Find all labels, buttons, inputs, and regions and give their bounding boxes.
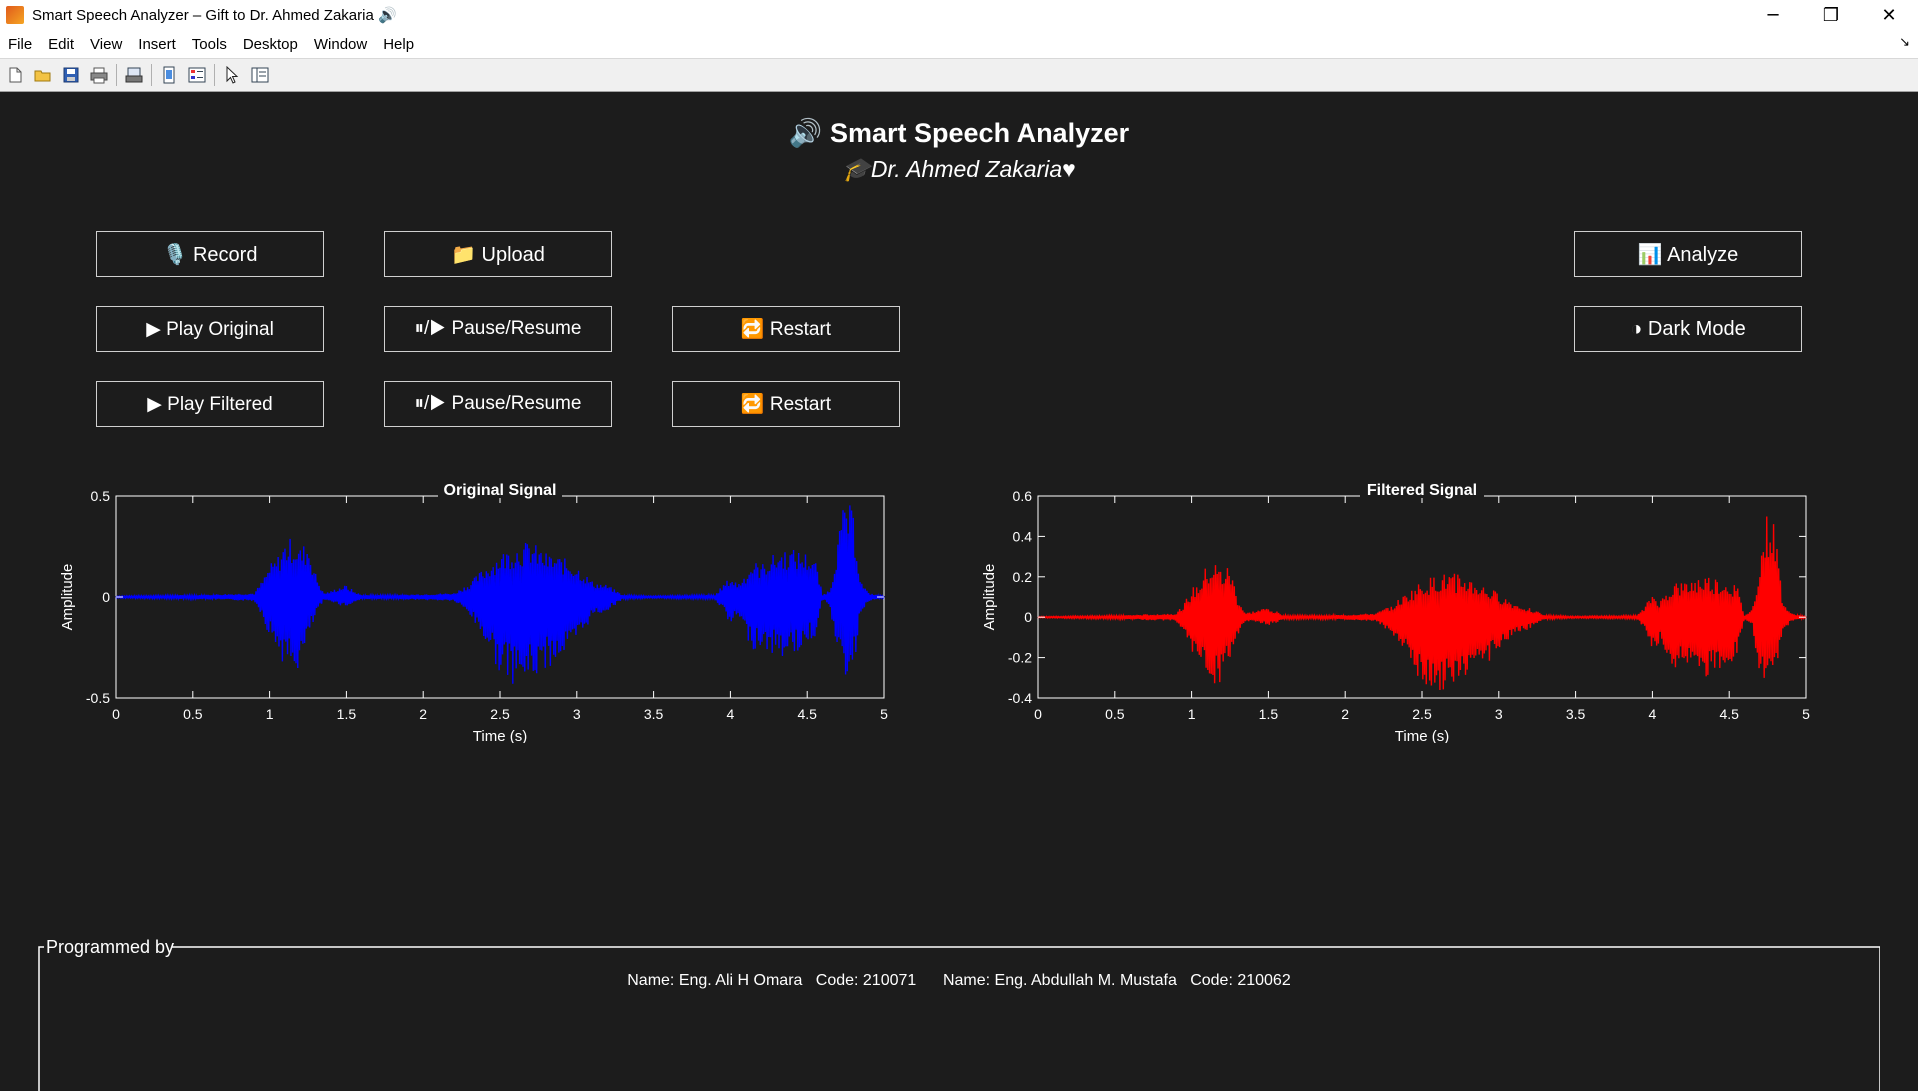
menu-tools[interactable]: Tools [191,35,227,53]
panel-legend: Programmed by [46,937,174,957]
x-tick-label: 1.5 [1259,706,1279,722]
x-tick-label: 3.5 [1566,706,1586,722]
upload-button[interactable]: 📁 Upload [384,231,612,277]
play-original-button[interactable]: ▶ Play Original [96,306,324,352]
y-tick-label: -0.5 [86,690,110,706]
toolbar-separator [116,64,117,86]
x-tick-label: 3.5 [644,706,664,722]
figure-canvas: 🔊 Smart Speech Analyzer 🎓Dr. Ahmed Zakar… [0,93,1918,1091]
filtered-signal-chart: 0 0.5 1 1.5 2 2.5 3 3.5 4 4.5 5 -0.4 -0.2 0 0.2 0.4 0.6 F… [981,482,1810,743]
dark-mode-button[interactable]: ◑ Dark Mode [1574,306,1802,352]
x-tick-label: 4 [727,706,735,722]
menu-edit[interactable]: Edit [48,35,75,53]
x-tick-label: 2 [419,706,427,722]
app-subtitle: 🎓Dr. Ahmed Zakaria♥ [842,156,1076,182]
matlab-app-icon [6,6,24,24]
menu-window[interactable]: Window [313,35,368,53]
toolbar-separator [214,64,215,86]
x-tick-label: 1 [1188,706,1196,722]
analyze-button[interactable]: 📊 Analyze [1574,231,1802,277]
y-axis-label: Amplitude [981,564,998,631]
open-folder-icon[interactable] [32,64,54,86]
close-button[interactable]: ✕ [1881,4,1897,26]
y-tick-label: -0.2 [1008,650,1032,666]
menu-help[interactable]: Help [383,35,415,53]
chart-title: Original Signal [444,482,557,499]
x-tick-label: 1 [266,706,274,722]
programmed-by-panel: Programmed by Name: Eng. Ali H Omara Cod… [38,937,1880,1091]
toolbar-separator [151,64,152,86]
x-tick-label: 0.5 [1105,706,1125,722]
record-button[interactable]: 🎙️ Record [96,231,324,277]
chart-title-bg [1360,482,1484,498]
y-tick-label: 0 [102,589,110,605]
restart-filtered-button[interactable]: 🔁 Restart [672,381,900,427]
y-tick-label: 0.2 [1013,569,1033,585]
x-tick-label: 3 [1495,706,1503,722]
x-tick-label: 0 [112,706,120,722]
x-tick-label: 0 [1034,706,1042,722]
x-tick-label: 0.5 [183,706,203,722]
print-preview-icon[interactable] [123,64,145,86]
new-file-icon[interactable] [4,64,26,86]
pause-resume-filtered-button[interactable]: ⏸/▶ Pause/Resume [384,381,612,427]
x-tick-label: 4.5 [1719,706,1739,722]
x-tick-label: 2 [1341,706,1349,722]
x-tick-label: 5 [1802,706,1810,722]
original-signal-chart: 0 0.5 1 1.5 2 2.5 3 3.5 4 4.5 5-0.500.5 Original Si… [59,482,888,743]
menu-view[interactable]: View [90,35,123,53]
menu-bar: File Edit View Insert Tools Desktop Wind… [0,30,1918,58]
dock-arrow-icon[interactable]: ↘ [1899,34,1910,49]
app-title: 🔊 Smart Speech Analyzer [788,118,1130,148]
y-tick-label: 0.4 [1013,528,1033,544]
x-tick-label: 4.5 [797,706,817,722]
y-axis-label: Amplitude [59,564,76,631]
y-tick-label: 0 [1024,609,1032,625]
signal-waveform [115,505,885,684]
x-tick-label: 5 [880,706,888,722]
save-icon[interactable] [60,64,82,86]
restart-original-button[interactable]: 🔁 Restart [672,306,900,352]
x-tick-label: 1.5 [337,706,357,722]
title-bar: Smart Speech Analyzer – Gift to Dr. Ahme… [0,0,1918,30]
signal-waveform [1037,516,1807,690]
y-tick-label: 0.5 [91,488,111,504]
menu-desktop[interactable]: Desktop [242,35,298,53]
menu-insert[interactable]: Insert [138,35,176,53]
y-tick-label: -0.4 [1008,690,1032,706]
y-tick-label: 0.6 [1013,488,1033,504]
print-icon[interactable] [88,64,110,86]
window-title: Smart Speech Analyzer – Gift to Dr. Ahme… [32,7,397,24]
x-axis-label: Time (s) [473,728,527,743]
credits-text: Name: Eng. Ali H Omara Code: 210071 Name… [627,972,1291,989]
pause-resume-original-button[interactable]: ⏸/▶ Pause/Resume [384,306,612,352]
x-axis-label: Time (s) [1395,728,1449,743]
x-tick-label: 2.5 [1412,706,1432,722]
restore-button[interactable]: ❐ [1822,4,1840,26]
toolbar [0,58,1918,92]
minimize-button[interactable]: ─ [1767,4,1779,26]
menu-file[interactable]: File [8,35,33,53]
x-tick-label: 2.5 [490,706,510,722]
property-inspector-icon[interactable] [249,64,271,86]
x-tick-label: 4 [1649,706,1657,722]
link-plot-icon[interactable] [158,64,180,86]
pointer-icon[interactable] [221,64,243,86]
x-tick-label: 3 [573,706,581,722]
play-filtered-button[interactable]: ▶ Play Filtered [96,381,324,427]
insert-legend-icon[interactable] [186,64,208,86]
chart-title: Filtered Signal [1367,482,1477,499]
chart-title-bg [438,482,562,498]
